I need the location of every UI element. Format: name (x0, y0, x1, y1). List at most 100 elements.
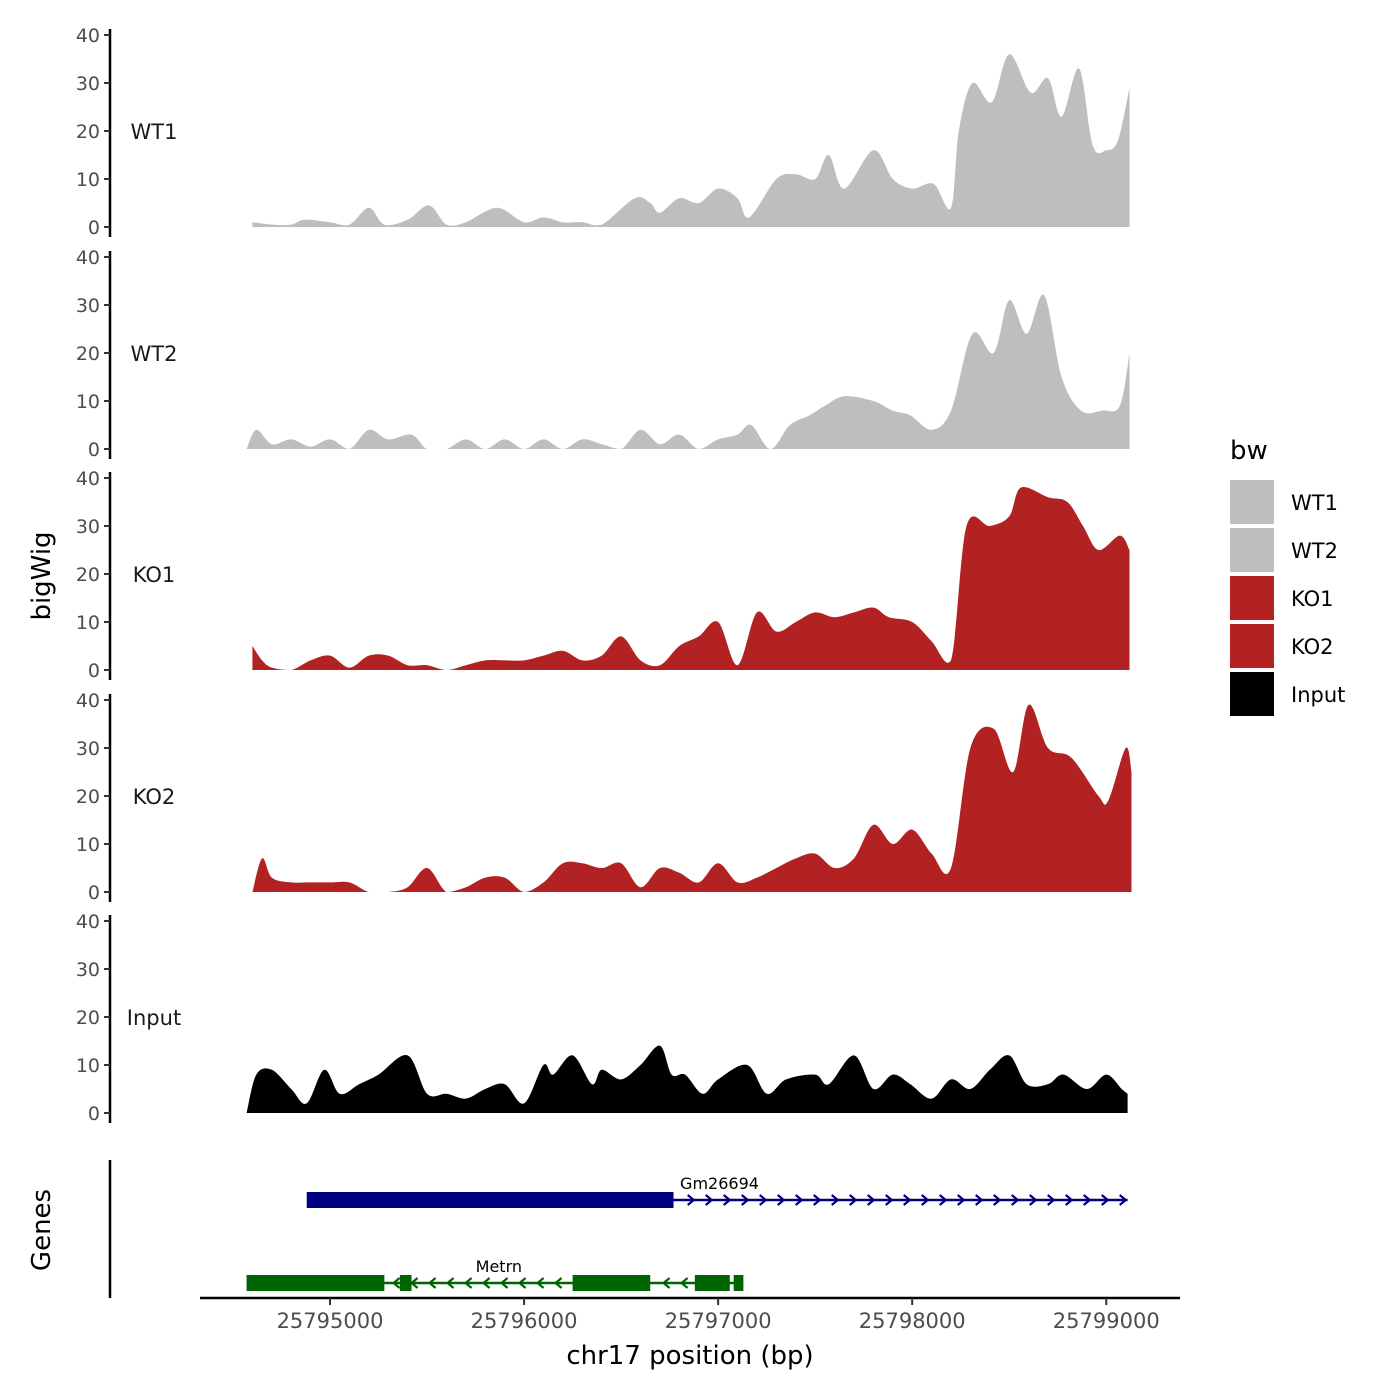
x-axis-title: chr17 position (bp) (566, 1341, 813, 1371)
gene-gm26694: Gm26694 (306, 1174, 1128, 1208)
track-label-input: Input (127, 1006, 181, 1030)
y-tick-label-ko2-0: 0 (88, 882, 100, 904)
area-wt1 (252, 54, 1130, 227)
strand-arrow-gm26694-5 (777, 1194, 786, 1206)
strand-arrow-gm26694-21 (1065, 1194, 1074, 1206)
strand-arrow-gm26694-2 (723, 1194, 732, 1206)
x-tick-label-25797000: 25797000 (665, 1309, 772, 1333)
strand-arrow-gm26694-8 (831, 1194, 840, 1206)
strand-arrow-gm26694-14 (939, 1194, 948, 1206)
strand-arrow-gm26694-13 (921, 1194, 930, 1206)
area-ko1 (252, 486, 1130, 670)
strand-arrow-gm26694-3 (741, 1194, 750, 1206)
y-tick-label-wt2-40: 40 (76, 247, 100, 269)
legend-label-wt1: WT1 (1291, 491, 1338, 515)
strand-arrow-metrn-9 (553, 1277, 563, 1289)
track-input: 0 10 20 30 40 Input (76, 911, 1128, 1125)
strand-arrow-metrn-11 (679, 1277, 689, 1289)
y-tick-label-ko1-30: 30 (76, 516, 100, 538)
strand-arrow-gm26694-22 (1083, 1194, 1092, 1206)
legend-label-wt2: WT2 (1291, 539, 1338, 563)
strand-arrow-gm26694-7 (813, 1194, 822, 1206)
gene-label-metrn: Metrn (476, 1257, 522, 1276)
track-label-wt1: WT1 (131, 120, 178, 144)
y-tick-label-input-10: 10 (76, 1055, 100, 1077)
strand-arrow-metrn-3 (445, 1277, 455, 1289)
area-ko2 (252, 704, 1132, 892)
track-ko1: 0 10 20 30 40 KO1 (76, 468, 1130, 682)
legend-key-wt2 (1230, 528, 1274, 572)
area-input (246, 1045, 1128, 1113)
strand-arrow-gm26694-4 (759, 1194, 768, 1206)
y-tick-label-wt1-0: 0 (88, 217, 100, 239)
y-tick-label-wt1-20: 20 (76, 121, 100, 143)
gene-label-gm26694: Gm26694 (680, 1174, 759, 1193)
legend-key-ko2 (1230, 624, 1274, 668)
strand-arrow-metrn-7 (517, 1277, 527, 1289)
genes-axis-title: Genes (27, 1189, 57, 1271)
strand-arrow-gm26694-16 (975, 1194, 984, 1206)
y-tick-label-input-0: 0 (88, 1103, 100, 1125)
y-tick-label-wt1-10: 10 (76, 169, 100, 191)
exon-metrn-3 (694, 1275, 730, 1291)
strand-arrow-gm26694-9 (849, 1194, 858, 1206)
strand-arrow-gm26694-10 (867, 1194, 876, 1206)
track-wt2: 0 10 20 30 40 WT2 (76, 247, 1130, 461)
track-wt1: 0 10 20 30 40 WT1 (76, 25, 1130, 239)
exon-gm26694-0 (306, 1192, 674, 1208)
y-tick-label-ko2-10: 10 (76, 834, 100, 856)
strand-arrow-metrn-0 (391, 1277, 401, 1289)
strand-arrow-gm26694-6 (795, 1194, 804, 1206)
exon-metrn-2 (572, 1275, 651, 1291)
y-tick-label-wt2-30: 30 (76, 295, 100, 317)
strand-arrow-metrn-6 (499, 1277, 509, 1289)
area-wt2 (246, 294, 1130, 449)
track-ko2: 0 10 20 30 40 KO2 (76, 690, 1132, 904)
legend-key-wt1 (1230, 480, 1274, 524)
y-tick-label-input-30: 30 (76, 959, 100, 981)
legend-key-ko1 (1230, 576, 1274, 620)
strand-arrow-metrn-2 (427, 1277, 437, 1289)
y-tick-label-wt1-40: 40 (76, 25, 100, 47)
strand-arrow-metrn-5 (481, 1277, 491, 1289)
y-axis-title: bigWig (27, 531, 57, 620)
strand-arrow-metrn-1 (409, 1277, 419, 1289)
strand-arrow-metrn-4 (463, 1277, 473, 1289)
strand-arrow-gm26694-12 (903, 1194, 912, 1206)
y-tick-label-ko2-30: 30 (76, 738, 100, 760)
strand-arrow-gm26694-11 (885, 1194, 894, 1206)
exon-metrn-1 (399, 1275, 412, 1291)
strand-arrow-gm26694-18 (1011, 1194, 1020, 1206)
strand-arrow-gm26694-23 (1101, 1194, 1110, 1206)
strand-arrow-metrn-10 (661, 1277, 671, 1289)
strand-arrow-gm26694-17 (993, 1194, 1002, 1206)
y-tick-label-wt2-10: 10 (76, 391, 100, 413)
legend-label-ko2: KO2 (1291, 635, 1334, 659)
x-tick-label-25796000: 25796000 (471, 1309, 578, 1333)
gene-track: Gm26694 Metrn (108, 1160, 1128, 1298)
strand-arrow-gm26694-19 (1029, 1194, 1038, 1206)
y-tick-label-ko2-20: 20 (76, 786, 100, 808)
y-tick-label-wt2-0: 0 (88, 439, 100, 461)
y-tick-label-input-20: 20 (76, 1007, 100, 1029)
y-tick-label-ko1-10: 10 (76, 612, 100, 634)
y-tick-label-input-40: 40 (76, 911, 100, 933)
y-tick-label-ko1-20: 20 (76, 564, 100, 586)
x-axis: 25795000 25796000 25797000 25798000 25799000 (200, 1296, 1180, 1333)
y-tick-label-wt2-20: 20 (76, 343, 100, 365)
exon-metrn-0 (246, 1275, 385, 1291)
x-tick-label-25799000: 25799000 (1053, 1309, 1160, 1333)
y-tick-label-wt1-30: 30 (76, 73, 100, 95)
strand-arrow-metrn-8 (535, 1277, 545, 1289)
strand-arrow-gm26694-20 (1047, 1194, 1056, 1206)
exon-metrn-4 (733, 1275, 744, 1291)
track-label-ko2: KO2 (133, 785, 176, 809)
legend: WT1 WT2 KO1 KO2 Input (1230, 480, 1345, 716)
x-tick-label-25798000: 25798000 (859, 1309, 966, 1333)
strand-arrow-gm26694-1 (705, 1194, 714, 1206)
legend-label-ko1: KO1 (1291, 587, 1334, 611)
gene-metrn: Metrn (246, 1257, 744, 1291)
y-tick-label-ko2-40: 40 (76, 690, 100, 712)
track-label-ko1: KO1 (133, 563, 176, 587)
